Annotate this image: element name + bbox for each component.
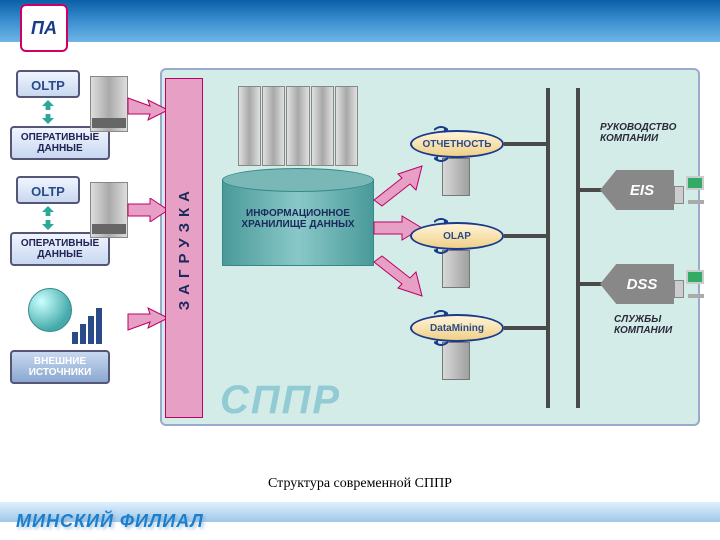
pink-arrow-icon [126,90,170,122]
header-band [0,0,720,42]
datamining-oval: DataMining [410,314,504,342]
reporting-oval: ОТЧЕТНОСТЬ [410,130,504,158]
rotate-arrow-icon [434,310,448,318]
oltp-box-1: OLTP [16,70,80,98]
sppr-watermark: СППР [220,378,341,423]
load-bar: ЗАГРУЗКА [165,78,203,418]
desktop-server-icon [442,250,470,288]
management-label: РУКОВОДСТВО КОМПАНИИ [600,122,700,144]
bus-hline [504,234,548,238]
warehouse-label: ИНФОРМАЦИОННОЕ ХРАНИЛИЩЕ ДАННЫХ [228,208,368,230]
diagram-container: OLTP ОПЕРАТИВНЫЕ ДАННЫЕ OLTP ОПЕРАТИВНЫЕ… [10,58,710,458]
external-sources-box: ВНЕШНИЕ ИСТОЧНИКИ [10,350,110,384]
bus-vline-right [576,88,580,408]
services-label: СЛУЖБЫ КОМПАНИИ [614,314,714,336]
bus-vline-left [546,88,550,408]
footer-text: МИНСКИЙ ФИЛИАЛ [16,511,204,532]
rotate-arrow-icon [434,126,448,134]
pink-arrow-icon [372,164,424,208]
double-arrow-icon [38,100,58,124]
bar-chart-icon [72,308,102,344]
rotate-arrow-icon [434,338,448,346]
logo-badge: ПА [20,4,68,52]
globe-icon [28,288,72,332]
oltp-box-2: OLTP [16,176,80,204]
pink-arrow-icon [126,198,170,222]
logo-text: ПА [31,18,57,39]
server-icon-2 [90,182,128,238]
server-icon-1 [90,76,128,132]
bus-hline [504,142,548,146]
olap-oval: OLAP [410,222,504,250]
pink-arrow-icon [126,306,170,338]
rotate-arrow-icon [434,218,448,226]
pc-icon [674,270,704,298]
desktop-server-icon [442,342,470,380]
caption: Структура современной СППР [0,476,720,492]
bus-hline [576,188,602,192]
rotate-arrow-icon [434,246,448,254]
desktop-server-icon [442,158,470,196]
load-label: ЗАГРУЗКА [176,185,193,310]
bus-hline [504,326,548,330]
server-rack-icon [238,86,358,166]
double-arrow-icon-2 [38,206,58,230]
rotate-arrow-icon [434,154,448,162]
data-warehouse-cylinder: ИНФОРМАЦИОННОЕ ХРАНИЛИЩЕ ДАННЫХ [222,168,374,278]
pink-arrow-icon [372,254,424,298]
pc-icon [674,176,704,204]
bus-hline [576,282,602,286]
